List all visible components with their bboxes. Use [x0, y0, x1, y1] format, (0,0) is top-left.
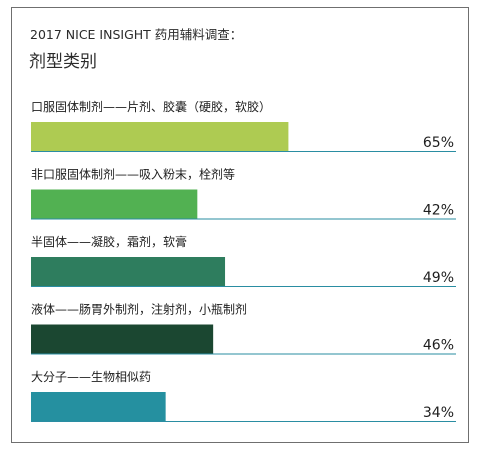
category-label: 非口服固体制剂——吸入粉末，栓剂等: [31, 167, 235, 182]
bar: [31, 324, 214, 354]
bar: [31, 122, 289, 151]
value-label: 34%: [423, 405, 454, 421]
category-label: 液体——肠胃外制剂，注射剂，小瓶制剂: [31, 302, 247, 317]
category-label: 半固体——凝胶，霜剂，软膏: [31, 234, 187, 249]
chart-subtitle: 剂型类别: [29, 52, 97, 72]
category-label: 口服固体制剂——片剂、胶囊（硬胶，软胶）: [31, 99, 271, 114]
bar: [31, 257, 226, 286]
bar: [31, 189, 198, 219]
chart-frame: [11, 7, 469, 443]
category-label: 大分子——生物相似药: [31, 370, 151, 384]
bar: [31, 392, 166, 421]
value-label: 42%: [423, 203, 454, 219]
value-label: 46%: [423, 338, 454, 354]
bars-group: 口服固体制剂——片剂、胶囊（硬胶，软胶） 65% 非口服固体制剂——吸入粉末，栓剂等…: [31, 99, 456, 422]
value-label: 65%: [423, 135, 454, 151]
value-label: 49%: [423, 270, 454, 286]
chart-title: 2017 NICE INSIGHT 药用辅料调查：: [30, 27, 242, 42]
